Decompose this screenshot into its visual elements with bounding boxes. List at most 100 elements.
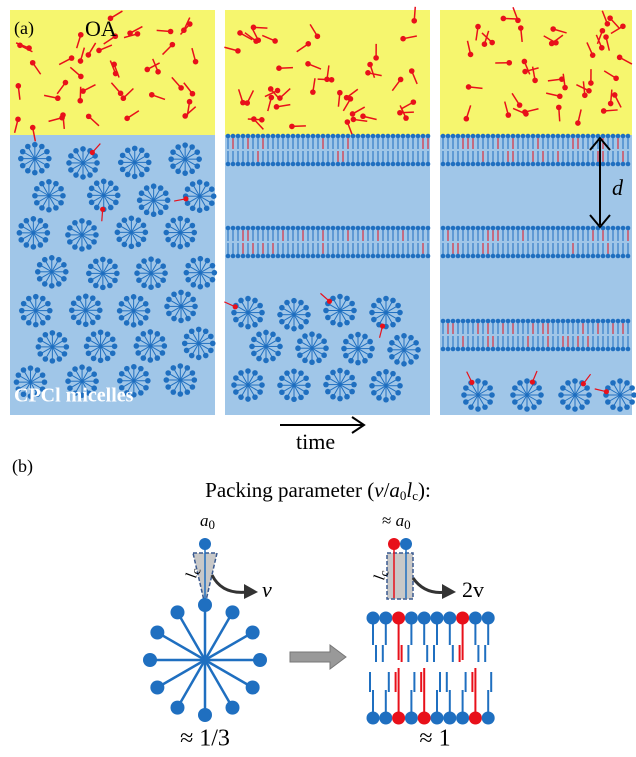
micelle-head [28,365,34,371]
oa-label: OA [85,16,117,41]
micelle-head [371,376,377,382]
micelle-head [143,653,157,667]
bilayer-head [421,134,426,139]
micelle-head [65,232,71,238]
micelle-head [185,277,191,283]
micelle-head [362,358,368,364]
bilayer-head [616,134,621,139]
micelle-head [141,258,147,264]
micelle-head [25,144,31,150]
oa-head [63,80,69,86]
micelle-head [208,348,214,354]
bilayer-head [546,134,551,139]
micelle-head [233,389,239,395]
micelle-head [189,168,195,174]
micelle-head [17,230,23,236]
micelle-head [136,242,142,248]
bilayer-head [291,134,296,139]
bilayer-head [501,319,506,324]
micelle-head [298,300,304,306]
bilayer-head [571,254,576,259]
micelle-head [37,276,43,282]
micelle-head [131,364,137,370]
bilayer-head [351,254,356,259]
bilayer-head [286,134,291,139]
micelle-head [143,315,149,321]
micelle-head [184,348,190,354]
micelle-head [284,324,290,330]
bilayer-head [616,347,621,352]
bilayer-head [296,134,301,139]
bilayer-head [311,134,316,139]
micelle-head [337,294,343,300]
micelle-head [141,237,147,243]
oa-head [289,124,295,130]
bilayer-head [386,162,391,167]
bilayer-head [501,254,506,259]
bilayer-head [381,254,386,259]
micelle-head [303,389,309,395]
bilayer-head [621,347,626,352]
micelle-head [270,356,276,362]
micelle-head [86,350,92,356]
micelle-head [115,193,121,199]
micelle-head [113,200,119,206]
bilayer-head [546,254,551,259]
micelle-head [584,385,590,391]
micelle-head [122,217,128,223]
bilayer-head [226,134,231,139]
bilayer-head [316,254,321,259]
bilayer-head [281,162,286,167]
micelle-head [113,186,119,192]
micelle-head [579,404,585,410]
micelle-head [124,320,130,326]
oa-head [305,41,311,47]
cone-head [199,538,211,550]
bilayer-head [536,226,541,231]
bilayer-head [576,254,581,259]
micelle-head [98,329,104,335]
bilayer-head [466,134,471,139]
micelle-head [198,598,212,612]
bilayer-head [331,254,336,259]
bilayer-head [291,254,296,259]
micelle-head [560,385,566,391]
bilayer-head [536,254,541,259]
bilayer-head [621,162,626,167]
oa-head [582,92,588,98]
micelle-head [369,346,375,352]
bilayer-head [556,254,561,259]
micelle-head [83,293,89,299]
micelle-head [25,168,31,174]
bilayer-head [331,162,336,167]
bilayer-head [316,134,321,139]
bilayer-head [391,226,396,231]
bilayer-head [326,134,331,139]
micelle-head [98,357,104,363]
micelle-head [158,210,164,216]
micelle-head [344,394,350,400]
micelle-head [53,205,59,211]
bilayer-head [416,254,421,259]
bilayer-head [511,254,516,259]
bilayer-head [451,226,456,231]
oa-head [517,102,523,108]
bilayer-head [496,319,501,324]
oa-head [562,85,568,91]
bilayer-head [411,134,416,139]
bilayer-head [426,162,431,167]
micelle-head [177,216,183,222]
oa-head [603,34,609,40]
micelle-head [394,359,400,365]
micelle-head [389,340,395,346]
oa-head [15,116,21,122]
micelle-head [135,336,141,342]
bilayer-head [361,226,366,231]
oa-head [310,89,316,95]
bilayer-head [266,226,271,231]
cone-v: v [262,577,272,602]
micelle-head [305,382,311,388]
micelle-head [117,308,123,314]
micelle-head [397,383,403,389]
micelle-head [297,338,303,344]
